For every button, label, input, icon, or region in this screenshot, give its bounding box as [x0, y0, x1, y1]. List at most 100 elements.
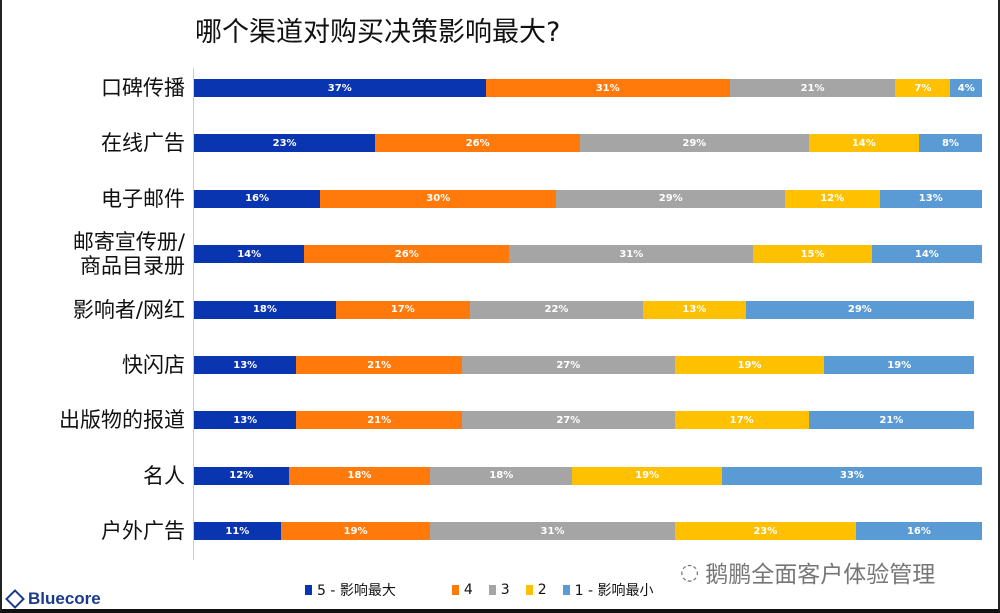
data-label: 14%	[914, 248, 939, 260]
data-label: 37%	[327, 82, 352, 94]
legend-item: 5 - 影响最大	[305, 580, 396, 600]
data-label: 19%	[737, 359, 762, 371]
bar-segment: 19%	[572, 466, 722, 485]
bar-segment: 14%	[194, 245, 305, 264]
bar-segment: 18%	[288, 466, 431, 485]
bar-segment: 29%	[556, 189, 785, 208]
bar-segment: 23%	[674, 522, 856, 541]
bar-segment: 21%	[808, 411, 975, 430]
bar-segment: 12%	[785, 189, 880, 208]
data-label: 12%	[229, 470, 254, 482]
legend-swatch	[305, 585, 312, 595]
bar-segment: 13%	[643, 300, 746, 319]
legend-label: 5 - 影响最大	[317, 583, 396, 599]
wechat-icon: ◌	[680, 559, 700, 585]
data-label: 17%	[390, 304, 415, 316]
bar-segment: 21%	[296, 411, 462, 430]
category-label: 口碑传播	[101, 76, 185, 100]
data-label: 19%	[635, 470, 660, 482]
bar-segment: 31%	[509, 245, 754, 264]
data-label: 21%	[367, 359, 392, 371]
chart-title: 哪个渠道对购买决策影响最大?	[195, 17, 561, 48]
data-label: 16%	[245, 193, 269, 205]
bar-segment: 17%	[335, 300, 470, 319]
bar-segment: 14%	[808, 134, 919, 153]
legend-item: 3	[488, 580, 510, 600]
bar-segment: 31%	[430, 522, 675, 541]
data-label: 19%	[343, 525, 368, 537]
bar-segment: 13%	[194, 411, 297, 430]
data-label: 18%	[252, 304, 277, 316]
data-label: 14%	[237, 248, 262, 260]
bar-segment: 7%	[895, 79, 951, 97]
bar-segment: 21%	[296, 356, 462, 374]
bar-segment: 27%	[461, 356, 675, 374]
bar-segment: 19%	[674, 356, 825, 374]
bar-segment: 18%	[194, 300, 336, 319]
legend-label: 4	[463, 582, 473, 598]
category-label: 出版物的报道	[59, 408, 185, 433]
data-label: 8%	[941, 137, 959, 149]
data-label: 19%	[887, 359, 912, 371]
data-label: 21%	[800, 82, 825, 94]
data-label: 18%	[347, 470, 372, 482]
legend-swatch	[451, 585, 459, 595]
category-label: 影响者/网红	[72, 297, 185, 322]
category-label: 快闪店	[122, 353, 185, 377]
bar-segment: 26%	[375, 134, 581, 153]
data-label: 29%	[847, 304, 872, 316]
bar-segment: 13%	[194, 356, 297, 374]
data-label: 12%	[820, 193, 845, 205]
data-label: 13%	[233, 359, 258, 371]
data-label: 21%	[879, 414, 904, 426]
data-label: 31%	[619, 248, 644, 260]
data-label: 22%	[544, 304, 569, 316]
bar-segment: 13%	[879, 189, 982, 208]
data-label: 31%	[540, 525, 565, 537]
data-label: 13%	[682, 304, 707, 316]
category-label: 邮寄宣传册/商品目录册	[72, 230, 185, 279]
data-label: 31%	[595, 82, 620, 94]
bar-segment: 11%	[194, 522, 281, 541]
data-label: 26%	[394, 248, 419, 260]
legend-item: 1 - 影响最小	[562, 580, 654, 600]
data-label: 23%	[272, 137, 297, 149]
category-label: 在线广告	[101, 131, 185, 156]
bar-segment: 16%	[194, 189, 321, 208]
legend-label: 1 - 影响最小	[574, 583, 654, 599]
bar-segment: 29%	[745, 300, 975, 319]
data-label: 18%	[489, 470, 514, 482]
data-label: 4%	[957, 82, 975, 94]
bar-segment: 8%	[918, 134, 982, 153]
bar-segment: 17%	[674, 411, 809, 430]
data-label: 21%	[367, 414, 392, 426]
bar-segment: 31%	[485, 79, 730, 97]
bar-segment: 37%	[194, 79, 486, 97]
bar-segment: 21%	[729, 79, 896, 97]
bar-segment: 19%	[280, 522, 431, 541]
data-label: 23%	[753, 525, 778, 537]
watermark-text: 鹅鹏全面客户体验管理	[705, 562, 936, 588]
data-label: 15%	[800, 248, 825, 260]
data-label: 33%	[840, 470, 864, 482]
logo-text: Bluecore	[28, 589, 101, 608]
data-label: 17%	[729, 414, 754, 426]
bar-segment: 22%	[469, 300, 644, 319]
legend-label: 2	[537, 582, 547, 598]
bluecore-logo: Bluecore	[5, 589, 101, 609]
legend-item: 2	[525, 580, 547, 600]
data-label: 13%	[918, 193, 943, 205]
bar-segment: 15%	[753, 245, 872, 264]
legend-label: 3	[500, 582, 510, 598]
data-label: 27%	[556, 359, 581, 371]
bar-segment: 23%	[194, 134, 376, 153]
bar-segment: 26%	[304, 245, 510, 264]
bluecore-logo-icon	[5, 589, 25, 609]
data-label: 29%	[682, 137, 707, 149]
bar-segment: 4%	[950, 79, 982, 97]
bar-segment: 27%	[461, 411, 675, 430]
category-label: 户外广告	[101, 519, 185, 544]
data-label: 14%	[851, 137, 876, 149]
category-label: 电子邮件	[101, 186, 185, 211]
